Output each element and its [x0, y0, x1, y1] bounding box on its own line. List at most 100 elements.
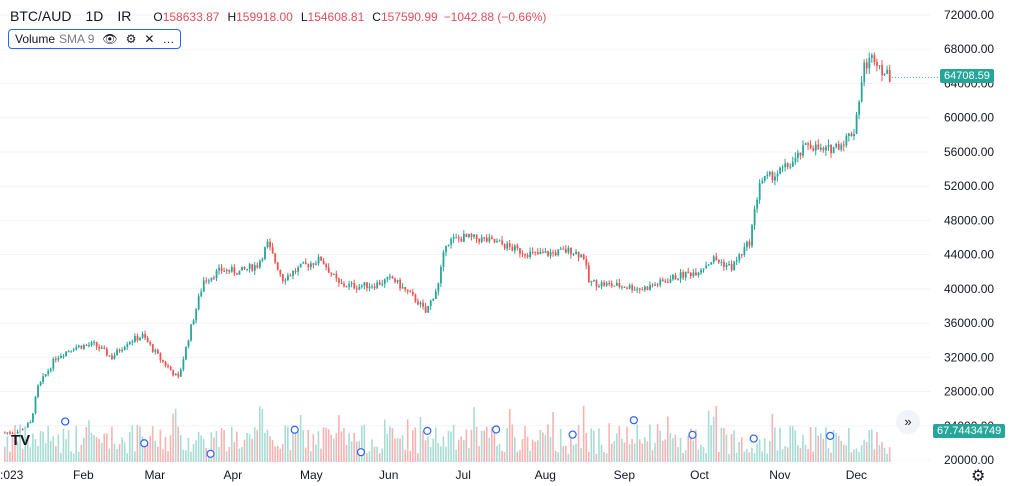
- volume-bar: [103, 433, 106, 462]
- scroll-to-realtime-button[interactable]: »: [896, 410, 920, 434]
- volume-bar: [641, 443, 644, 462]
- candle-body: [208, 280, 210, 282]
- close-icon[interactable]: ✕: [144, 32, 155, 46]
- interval-label[interactable]: 1D: [85, 8, 104, 24]
- candle-body: [445, 245, 447, 252]
- candle-body: [756, 199, 759, 209]
- volume-bar: [289, 450, 292, 462]
- candle-body: [243, 266, 246, 269]
- candle-body: [784, 163, 787, 168]
- y-tick-label: 72000.00: [944, 8, 994, 22]
- candle-body: [628, 285, 631, 289]
- candle-body: [774, 176, 776, 181]
- volume-bar: [297, 432, 299, 462]
- volume-bar: [332, 438, 335, 462]
- candle-body: [106, 348, 108, 356]
- volume-bar: [797, 445, 799, 462]
- candle-body: [279, 269, 282, 275]
- volume-bar: [414, 427, 417, 462]
- candle-body: [185, 346, 187, 360]
- volume-bar: [126, 453, 128, 462]
- candle-body: [396, 279, 399, 283]
- candle-body: [452, 237, 455, 239]
- volume-bar: [116, 449, 118, 462]
- tradingview-logo[interactable]: TV: [11, 432, 31, 449]
- volume-bar: [633, 443, 636, 462]
- candle-body: [202, 280, 205, 292]
- volume-bar: [205, 447, 208, 462]
- volume-bar: [177, 426, 179, 462]
- volume-bar: [539, 429, 542, 462]
- volume-indicator-legend[interactable]: Volume SMA 9 👁 ⚙ ✕ …: [8, 29, 182, 49]
- volume-bar: [570, 438, 572, 462]
- volume-marker: [749, 434, 758, 443]
- candle-body: [215, 270, 218, 279]
- volume-bar: [519, 450, 521, 462]
- volume-bar: [412, 430, 414, 462]
- candle-body: [769, 172, 771, 175]
- volume-bar: [524, 426, 526, 462]
- candle-body: [677, 278, 679, 280]
- candle-body: [355, 288, 358, 290]
- volume-bar: [802, 434, 804, 462]
- high-label: H: [227, 10, 237, 24]
- volume-bar: [700, 444, 702, 462]
- candle-body: [424, 306, 427, 313]
- more-icon[interactable]: …: [162, 32, 175, 46]
- volume-bar: [427, 436, 429, 462]
- volume-bar: [814, 426, 817, 462]
- candle-body: [876, 62, 878, 66]
- candle-body: [776, 173, 779, 177]
- volume-bar: [575, 443, 577, 462]
- volume-bar: [401, 435, 404, 462]
- candle-body: [228, 269, 231, 272]
- volume-bar: [817, 435, 820, 462]
- volume-bar: [830, 452, 832, 462]
- volume-bar: [616, 433, 618, 462]
- chart-settings-gear-icon[interactable]: ⚙: [971, 468, 986, 485]
- symbol-header: BTC/AUD 1D IR O158633.87 H159918.00 L154608.8…: [10, 8, 546, 24]
- candle-body: [465, 233, 468, 237]
- candle-body: [743, 247, 746, 255]
- volume-bar: [113, 443, 116, 462]
- candle-body: [274, 253, 277, 263]
- candle-body: [44, 374, 47, 377]
- candle-body: [753, 208, 756, 226]
- volume-bar: [883, 447, 886, 462]
- volume-bar: [228, 446, 230, 462]
- candle-body: [381, 283, 384, 285]
- candle-body: [618, 282, 621, 288]
- candle-body: [613, 285, 616, 287]
- candle-body: [4, 432, 6, 434]
- close-value: 157590.99: [380, 10, 438, 24]
- candle-body: [34, 396, 37, 414]
- symbol-name[interactable]: BTC/AUD: [10, 8, 72, 24]
- candle-body: [248, 264, 251, 269]
- volume-bar: [95, 437, 98, 462]
- volume-bar: [848, 427, 850, 462]
- volume-bar: [215, 431, 218, 462]
- eye-icon[interactable]: 👁: [102, 32, 118, 46]
- candle-body: [299, 263, 302, 268]
- candle-body: [501, 240, 504, 245]
- volume-bar: [136, 425, 139, 462]
- y-tick-label: 28000.00: [944, 385, 994, 399]
- volume-bar: [871, 429, 873, 462]
- y-tick-label: 36000.00: [944, 316, 994, 330]
- volume-bar: [483, 430, 485, 462]
- candle-body: [848, 133, 850, 136]
- volume-bar: [327, 429, 330, 462]
- volume-bar: [682, 452, 684, 462]
- volume-bar: [404, 449, 406, 462]
- candle-body: [62, 355, 65, 357]
- candle-body: [600, 282, 603, 287]
- candle-body: [582, 254, 585, 259]
- candle-body: [335, 273, 338, 279]
- candle-body: [350, 283, 353, 285]
- volume-bar: [748, 452, 751, 462]
- volume-bar: [85, 427, 88, 462]
- gear-icon[interactable]: ⚙: [125, 32, 137, 46]
- candle-body: [519, 248, 521, 254]
- volume-bar: [269, 436, 271, 462]
